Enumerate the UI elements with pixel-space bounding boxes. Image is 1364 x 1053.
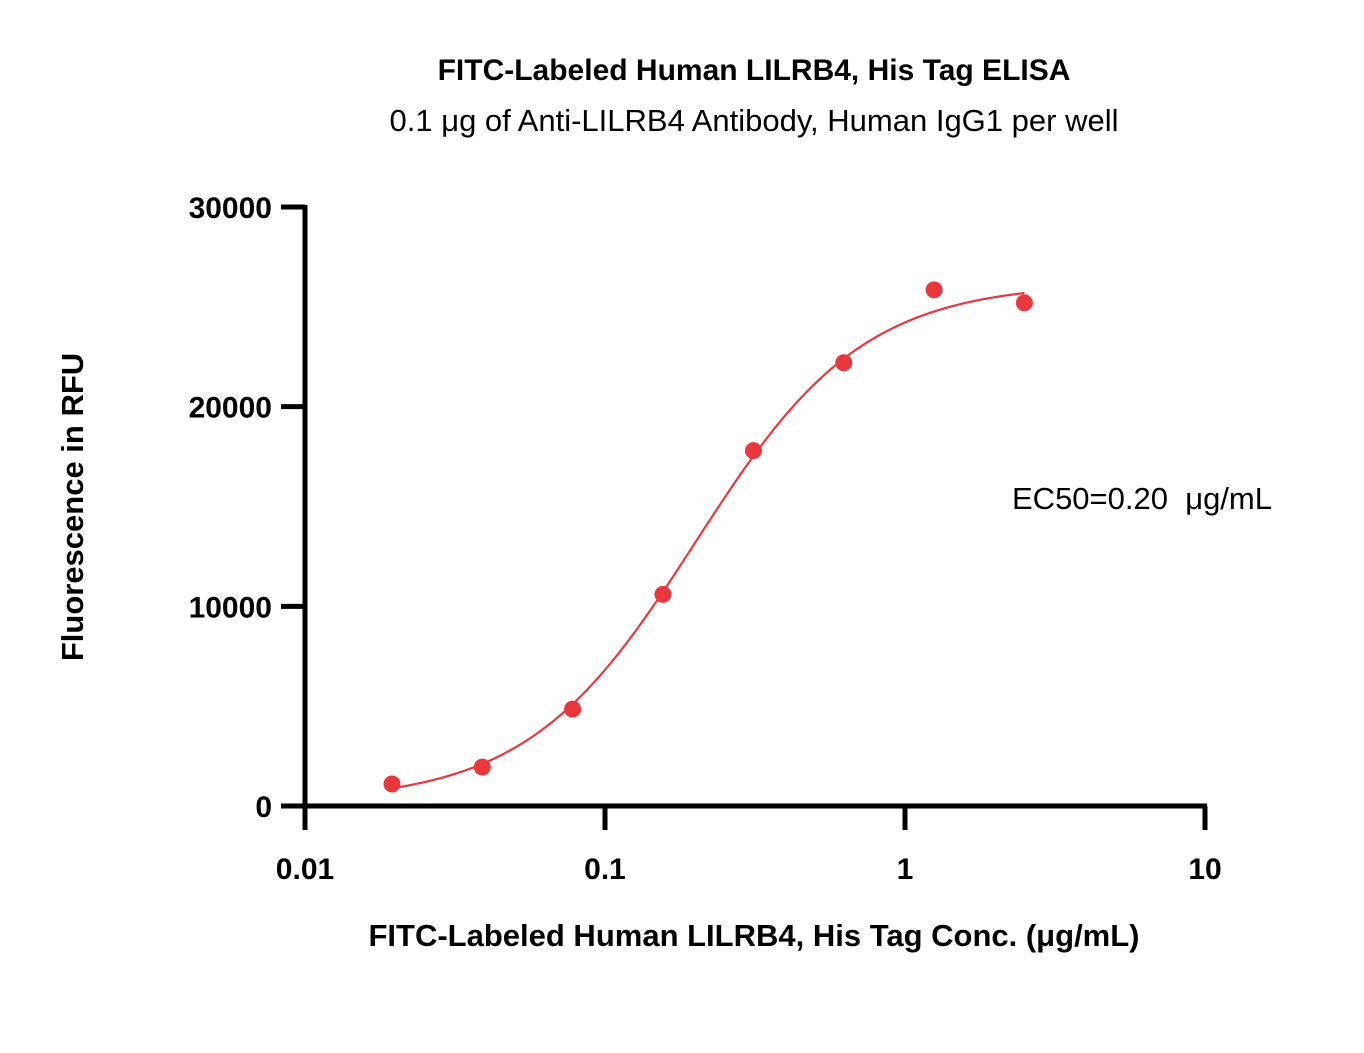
data-point xyxy=(925,281,943,299)
data-point xyxy=(654,585,672,603)
fit-curve xyxy=(391,291,1025,790)
x-axis-label: FITC-Labeled Human LILRB4, His Tag Conc.… xyxy=(368,918,1139,953)
x-tick-label: 1 xyxy=(897,853,914,886)
data-point xyxy=(835,354,853,372)
y-tick-label: 30000 xyxy=(189,192,272,225)
x-tick-label: 0.1 xyxy=(584,853,626,886)
data-point xyxy=(473,758,491,776)
data-point xyxy=(383,775,401,793)
data-point xyxy=(564,700,582,718)
axes xyxy=(281,204,1208,830)
y-tick-label: 0 xyxy=(255,791,272,824)
fit-curve-group xyxy=(391,291,1025,790)
x-tick-label: 0.01 xyxy=(276,853,334,886)
y-tick-label: 10000 xyxy=(189,591,272,624)
chart-title: FITC-Labeled Human LILRB4, His Tag ELISA xyxy=(438,54,1071,87)
ec50-annotation: EC50=0.20 μg/mL xyxy=(1012,481,1272,516)
tick-labels: 0 10000 20000 30000 0.01 0.1 1 10 xyxy=(189,192,1222,886)
chart-subtitle: 0.1 μg of Anti-LILRB4 Antibody, Human Ig… xyxy=(390,103,1119,138)
data-point xyxy=(744,442,762,460)
y-tick-label: 20000 xyxy=(189,392,272,425)
data-points xyxy=(383,281,1033,793)
y-axis-label: Fluorescence in RFU xyxy=(55,353,90,661)
data-point xyxy=(1015,294,1033,312)
x-tick-label: 10 xyxy=(1188,853,1221,886)
